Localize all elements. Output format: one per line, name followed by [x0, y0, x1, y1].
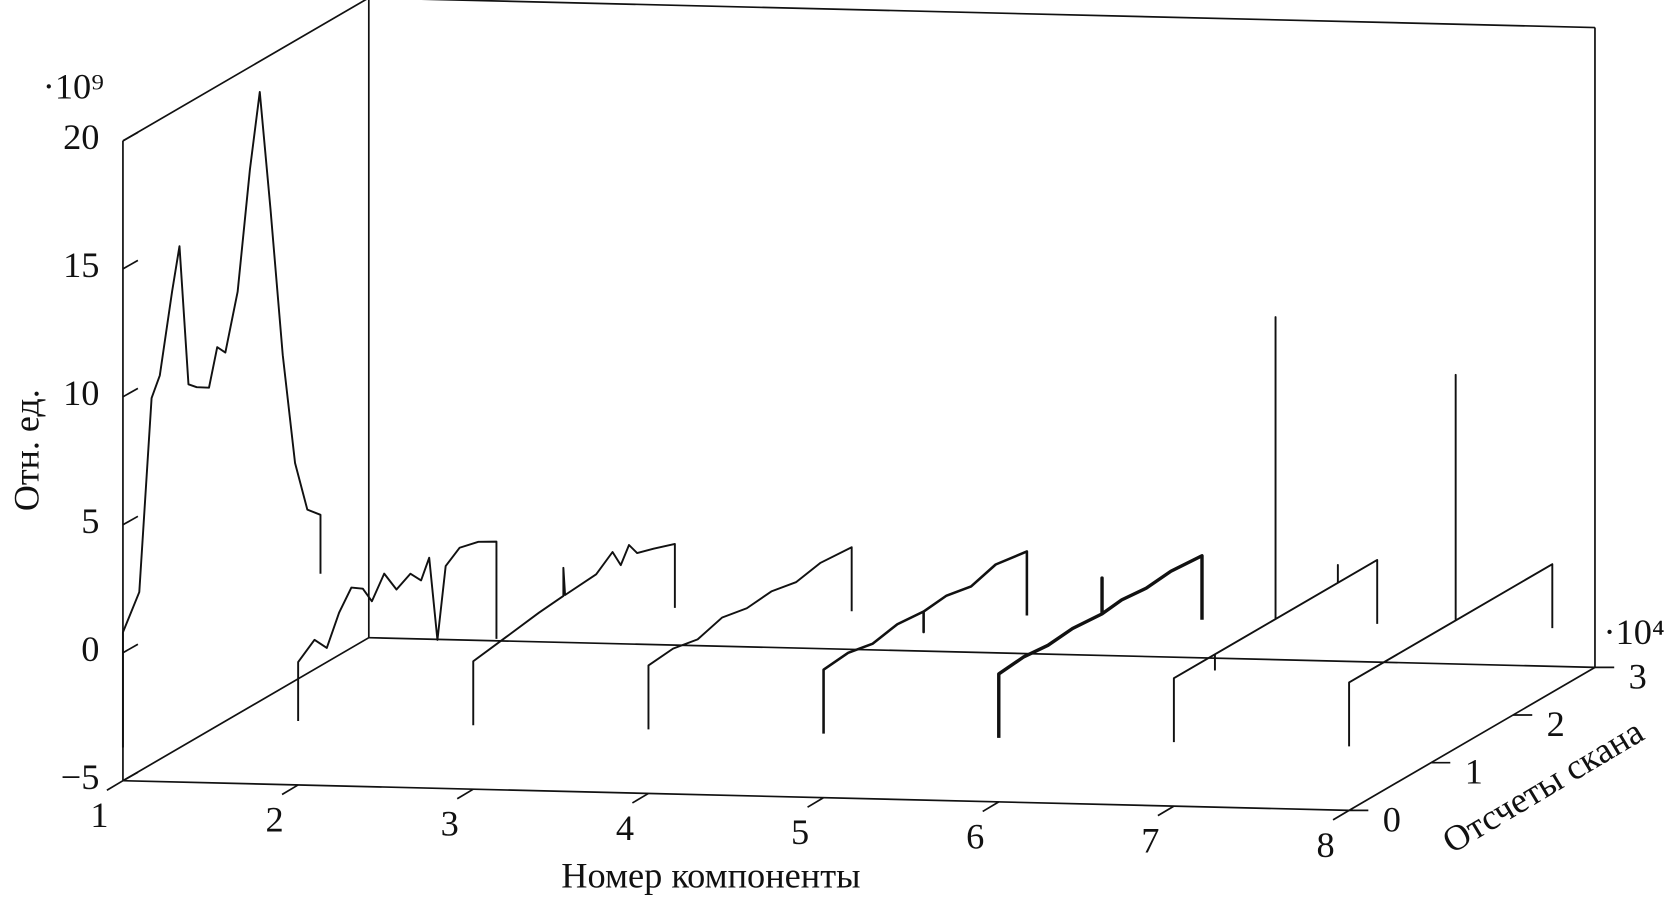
- series-line: [297, 540, 498, 721]
- series-line: [1348, 373, 1554, 747]
- y-tick-label: −5: [61, 757, 100, 797]
- x-tick: [456, 788, 474, 800]
- series-line: [997, 554, 1204, 738]
- x-tick: [106, 779, 124, 791]
- x-tick-label: 1: [90, 795, 108, 835]
- x-tick: [1332, 809, 1350, 821]
- z-tick-label: 0: [1383, 799, 1401, 839]
- x-tick-label: 8: [1316, 825, 1334, 865]
- series-line: [121, 90, 322, 748]
- y-tick-label: 20: [63, 117, 99, 157]
- frame-edge: [368, 636, 1595, 669]
- x-tick-label: 4: [616, 808, 634, 848]
- y-tick: [122, 643, 139, 654]
- x-tick-label: 6: [966, 816, 984, 856]
- y-axis-label: Отн. ед.: [6, 389, 46, 511]
- x-tick-label: 3: [441, 804, 459, 844]
- y-tick: [122, 259, 139, 270]
- y-tick: [122, 387, 139, 398]
- y-tick-label: 10: [63, 373, 99, 413]
- y-multiplier: ·10⁹: [43, 66, 104, 106]
- y-tick-label: 15: [63, 245, 99, 285]
- x-tick: [982, 801, 1000, 813]
- y-tick-label: 0: [81, 629, 99, 669]
- y-tick: [122, 131, 139, 142]
- x-tick-label: 2: [265, 799, 283, 839]
- frame-edge: [122, 636, 370, 782]
- z-tick-label: 1: [1465, 752, 1483, 792]
- y-tick-label: 5: [81, 501, 99, 541]
- z-axis-line: [1348, 666, 1596, 812]
- series-line: [1172, 316, 1379, 743]
- z-tick-label: 3: [1629, 656, 1647, 696]
- z-multiplier: ·10⁴: [1604, 612, 1665, 652]
- y-tick: [122, 771, 139, 782]
- frame-edge: [122, 0, 367, 142]
- x-tick: [1157, 805, 1175, 817]
- x-tick: [807, 796, 825, 808]
- frame-edge: [421, 0, 1595, 29]
- x-tick: [631, 792, 649, 804]
- x-tick-label: 5: [791, 812, 809, 852]
- series-line: [647, 546, 853, 730]
- series-line: [822, 550, 1029, 734]
- z-tick-label: 2: [1547, 704, 1565, 744]
- y-tick: [122, 515, 139, 526]
- x-tick: [281, 784, 299, 796]
- x-tick-label: 7: [1141, 821, 1159, 861]
- x-axis-line: [122, 779, 1350, 812]
- x-axis-label: Номер компоненты: [561, 856, 860, 896]
- series-line: [472, 542, 676, 726]
